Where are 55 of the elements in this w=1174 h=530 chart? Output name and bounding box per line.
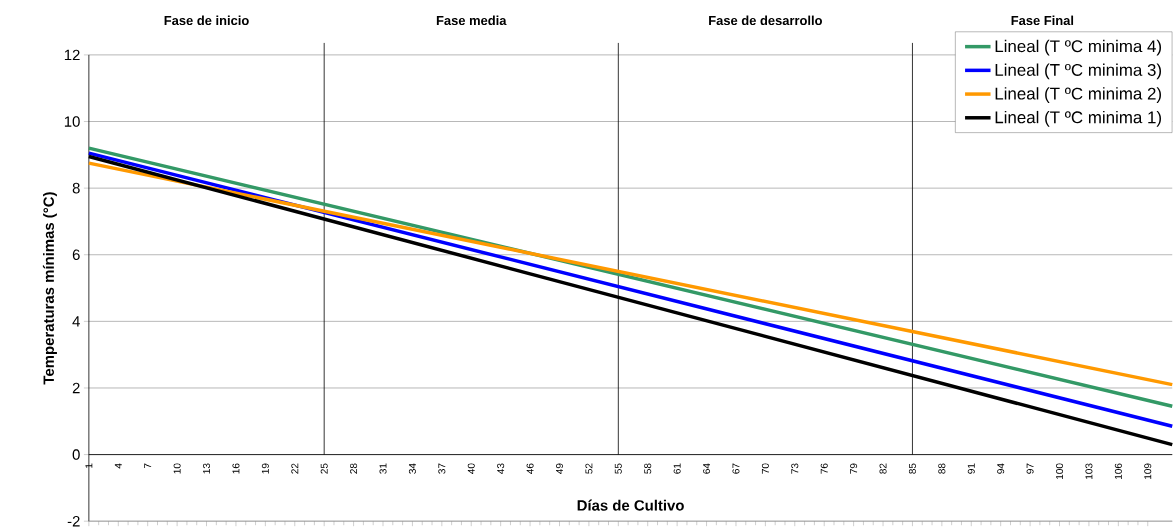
x-tick-label: 76 xyxy=(820,463,828,474)
x-tick-label: 40 xyxy=(467,463,475,474)
y-tick-label: 2 xyxy=(72,382,80,394)
x-tick-label: 34 xyxy=(408,463,416,474)
x-tick-label: 94 xyxy=(997,463,1005,474)
x-tick-label: 64 xyxy=(703,463,711,474)
y-tick-label: 10 xyxy=(64,116,80,127)
x-tick-label: 37 xyxy=(438,463,446,474)
x-tick-label: 28 xyxy=(350,463,358,474)
x-tick-label: 97 xyxy=(1026,463,1034,474)
x-tick-label: 4 xyxy=(114,463,122,469)
y-axis-title: Temperaturas mínimas (°C) xyxy=(42,192,57,385)
x-tick-label: 88 xyxy=(938,463,946,474)
y-tick-label: 6 xyxy=(72,249,80,260)
x-tick-label: 7 xyxy=(144,463,152,469)
y-tick-label: 12 xyxy=(64,49,80,61)
y-tick-label: 4 xyxy=(72,316,80,327)
x-tick-label: 22 xyxy=(291,463,299,474)
x-axis-title: Días de Cultivo xyxy=(577,499,684,511)
x-tick-label: 91 xyxy=(967,463,975,474)
text: Fase de inicio xyxy=(164,15,249,25)
x-tick-label: 85 xyxy=(908,463,916,474)
x-tick-label: 58 xyxy=(644,463,652,474)
x-tick-label: 106 xyxy=(1114,463,1122,479)
text: Fase Final xyxy=(1011,15,1074,25)
y-tick-label: -2 xyxy=(67,515,80,527)
legend-label: Lineal (T ºC minima 4) xyxy=(995,39,1161,56)
x-tick-label: 46 xyxy=(526,463,534,474)
legend-label: Lineal (T ºC minima 2) xyxy=(995,87,1161,103)
legend-label: Lineal (T ºC minima 1) xyxy=(995,110,1161,127)
x-tick-label: 67 xyxy=(732,463,740,474)
x-tick-label: 82 xyxy=(879,463,887,474)
x-tick-label: 55 xyxy=(614,463,622,474)
x-tick-label: 31 xyxy=(379,463,387,474)
y-tick-label: 0 xyxy=(72,449,80,460)
x-tick-label: 1 xyxy=(85,463,93,468)
x-tick-label: 109 xyxy=(1144,463,1152,479)
x-tick-label: 52 xyxy=(585,463,593,474)
x-tick-label: 73 xyxy=(791,463,799,474)
x-tick-label: 61 xyxy=(673,463,681,474)
x-tick-label: 19 xyxy=(261,463,269,474)
x-tick-label: 43 xyxy=(497,463,505,474)
x-tick-label: 10 xyxy=(173,463,181,474)
x-tick-label: 70 xyxy=(761,463,769,474)
y-tick-label: 8 xyxy=(72,182,80,194)
x-tick-label: 100 xyxy=(1055,463,1064,479)
x-tick-label: 13 xyxy=(203,463,211,474)
x-tick-label: 16 xyxy=(232,463,240,474)
text: Fase de desarrollo xyxy=(709,15,822,25)
x-tick-label: 79 xyxy=(850,463,858,474)
x-tick-label: 49 xyxy=(555,463,564,474)
legend-label: Lineal (T ºC minima 3) xyxy=(995,63,1161,80)
x-tick-label: 25 xyxy=(320,463,328,474)
x-tick-label: 103 xyxy=(1085,463,1093,479)
text: Fase media xyxy=(436,15,507,25)
